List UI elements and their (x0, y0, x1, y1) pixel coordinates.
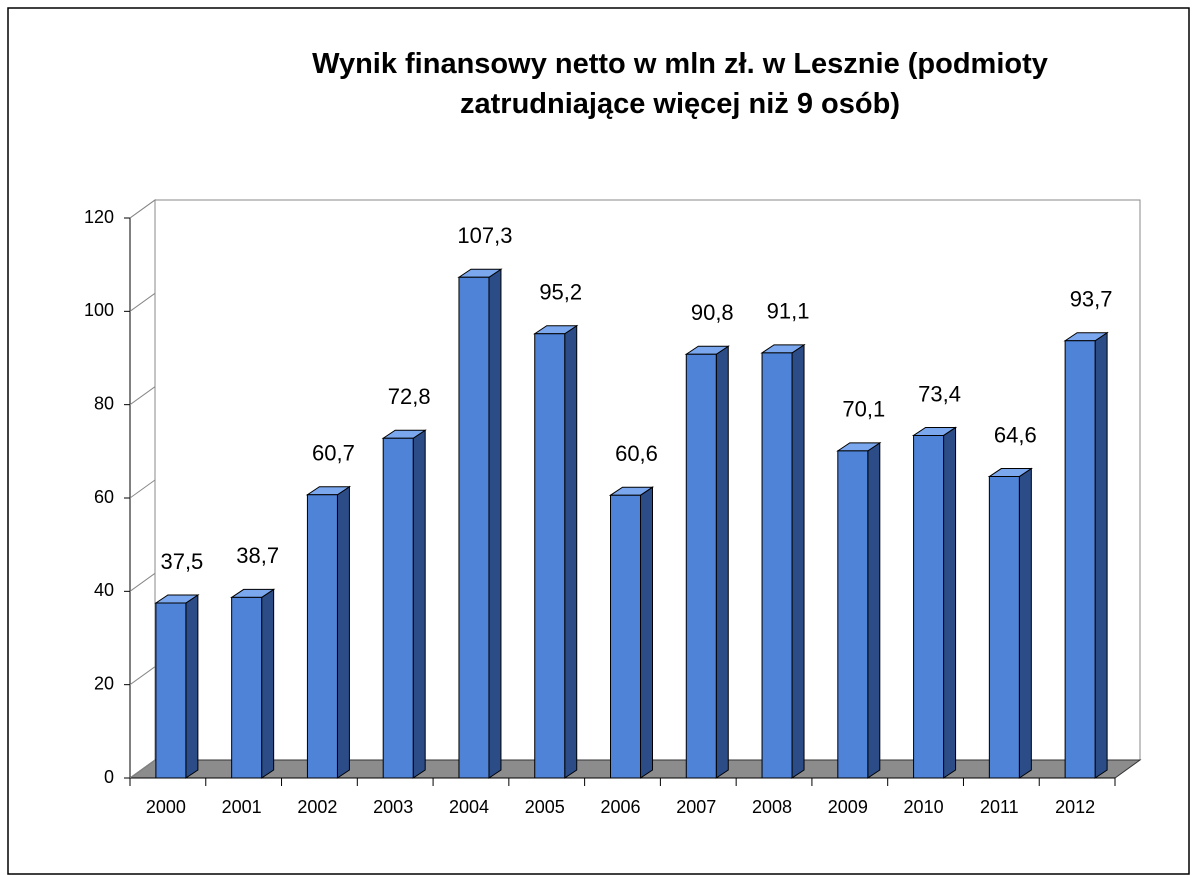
x-tick-label: 2002 (297, 797, 337, 817)
data-label: 90,8 (691, 300, 734, 325)
bar-side (1094, 331, 1108, 779)
bar (533, 324, 579, 779)
bar (457, 268, 503, 779)
bar-side (488, 268, 502, 779)
bar-front (1064, 340, 1096, 779)
data-label: 95,2 (539, 280, 582, 305)
bar-side (261, 588, 275, 779)
chart-border (7, 7, 1190, 875)
bar-side (943, 426, 957, 779)
data-label: 70,1 (842, 397, 885, 422)
bar-front (306, 494, 338, 779)
bar-front (685, 353, 717, 779)
y-tick-label: 80 (94, 393, 114, 413)
y-tick-label: 100 (84, 300, 114, 320)
x-tick-label: 2001 (222, 797, 262, 817)
bar-front (382, 437, 414, 779)
data-label: 107,3 (457, 223, 512, 248)
bar-side (564, 324, 578, 779)
bar-front (458, 276, 490, 779)
y-tick-label: 20 (94, 673, 114, 693)
bar-side (336, 485, 350, 779)
bar-front (761, 352, 793, 779)
bar (381, 429, 427, 779)
y-tick-wall (129, 759, 156, 779)
data-label: 72,8 (388, 384, 431, 409)
bar-side (791, 343, 805, 779)
y-tick-label: 40 (94, 580, 114, 600)
x-tick-label: 2007 (676, 797, 716, 817)
bar (305, 485, 352, 779)
bar-front (988, 476, 1020, 779)
x-tick-label: 2006 (600, 797, 640, 817)
y-tick-label: 120 (84, 207, 114, 227)
data-label: 64,6 (994, 422, 1037, 447)
data-label: 60,7 (312, 441, 355, 466)
x-tick-label: 2008 (752, 797, 792, 817)
x-tick-label: 2000 (146, 797, 186, 817)
bar (230, 588, 276, 779)
bar (760, 343, 806, 779)
data-label: 73,4 (918, 381, 961, 406)
x-tick-label: 2009 (828, 797, 868, 817)
x-tick-label: 2010 (904, 797, 944, 817)
bar-front (534, 333, 566, 779)
y-tick-wall (129, 386, 156, 406)
bar (154, 594, 200, 779)
data-label: 37,5 (160, 549, 203, 574)
x-tick-label: 2012 (1055, 797, 1095, 817)
bar (836, 441, 882, 779)
bar-front (610, 494, 641, 779)
bar-front (231, 596, 263, 779)
x-tick-label: 2003 (373, 797, 413, 817)
y-tick-wall (129, 199, 156, 219)
y-tick-label: 60 (94, 487, 114, 507)
data-label: 60,6 (615, 441, 658, 466)
y-tick-label: 0 (104, 767, 114, 787)
bar-side (1018, 467, 1032, 779)
data-label: 38,7 (236, 543, 279, 568)
bar-side (715, 345, 729, 779)
y-tick-wall (129, 666, 156, 686)
x-tick-label: 2004 (449, 797, 489, 817)
bar-side (412, 429, 426, 779)
bar-front (155, 602, 187, 779)
bar-side (640, 486, 653, 779)
data-label: 91,1 (767, 299, 810, 324)
bar (684, 345, 730, 779)
bar-front (837, 450, 869, 779)
bar-side (867, 441, 881, 779)
y-tick-wall (129, 479, 156, 499)
y-tick-wall (129, 572, 156, 592)
bar (608, 486, 655, 779)
bar-side (185, 594, 199, 779)
bar (987, 467, 1033, 779)
x-tick-label: 2005 (525, 797, 565, 817)
bar (911, 426, 958, 779)
y-tick-wall (129, 292, 156, 312)
chart-title: Wynik finansowy netto w mln zł. w Leszni… (312, 48, 1048, 120)
bar (1063, 331, 1109, 779)
bar-front (913, 434, 945, 779)
x-tick-label: 2011 (980, 797, 1019, 817)
data-label: 93,7 (1070, 287, 1113, 312)
